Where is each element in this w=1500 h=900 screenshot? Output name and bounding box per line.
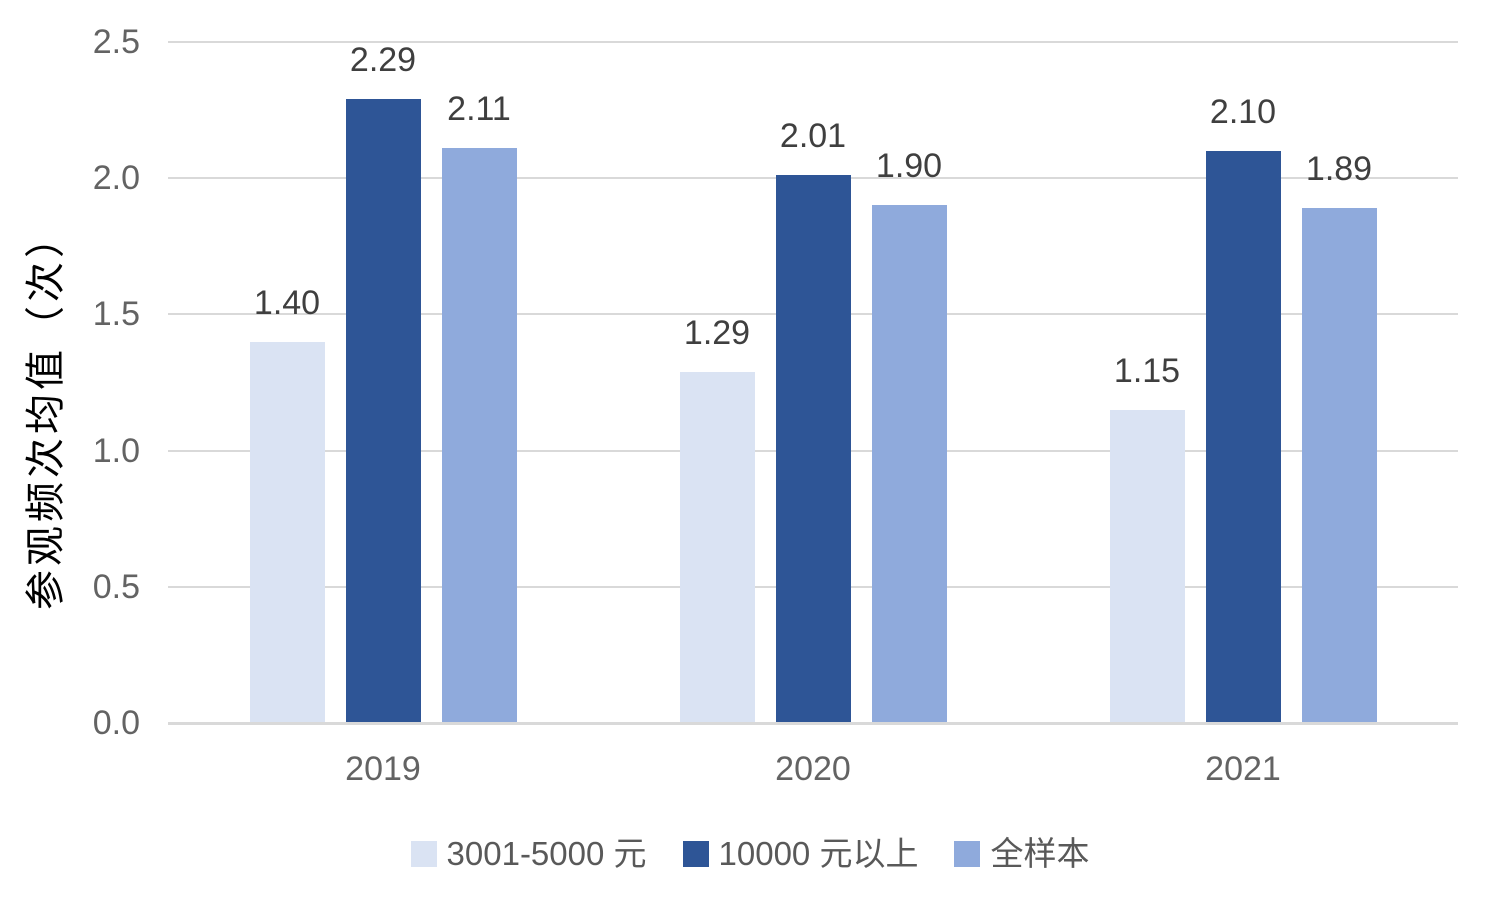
legend-item: 全样本 (954, 835, 1090, 872)
x-tick-label: 2020 (775, 750, 851, 788)
value-label: 2.10 (1209, 92, 1277, 131)
bar (775, 175, 851, 723)
bar (871, 205, 947, 723)
y-tick-label: 0.5 (92, 567, 140, 606)
y-tick-label: 1.5 (92, 295, 140, 334)
bar (1109, 409, 1185, 723)
legend-swatch-icon (682, 841, 709, 868)
y-axis-title: 参观频次均值（次） (24, 214, 68, 610)
bar (679, 371, 755, 723)
value-label: 1.40 (253, 283, 321, 322)
legend: 3001-5000 元 10000 元以上 全样本 (0, 835, 1500, 872)
bar (1301, 208, 1377, 723)
value-label: 1.29 (683, 313, 751, 352)
value-label: 2.29 (349, 41, 417, 80)
y-tick-label: 0.0 (92, 704, 140, 742)
legend-label: 3001-5000 元 (446, 835, 647, 872)
y-tick-label: 1.0 (92, 431, 140, 470)
x-tick-label: 2021 (1205, 750, 1281, 788)
legend-item: 10000 元以上 (682, 835, 919, 872)
gridline (168, 41, 1458, 43)
legend-label: 10000 元以上 (718, 835, 919, 872)
bar (249, 341, 325, 723)
bar (345, 99, 421, 723)
y-tick-label: 2.0 (92, 159, 140, 198)
legend-item: 3001-5000 元 (410, 835, 647, 872)
x-tick-label: 2019 (345, 750, 421, 788)
bar (1205, 150, 1281, 723)
value-label: 1.90 (875, 147, 943, 186)
plot-area: 1.40 2.29 2.11 1.29 2.01 1.90 1.15 2.10 1.89 (168, 41, 1458, 725)
bar (441, 148, 517, 723)
y-tick-label: 2.5 (92, 23, 140, 61)
value-label: 1.89 (1305, 150, 1373, 189)
legend-swatch-icon (954, 841, 981, 868)
legend-swatch-icon (410, 841, 437, 868)
legend-label: 全样本 (990, 835, 1090, 872)
x-axis-line (168, 721, 1458, 725)
value-label: 1.15 (1113, 351, 1181, 390)
value-label: 2.11 (447, 90, 511, 129)
value-label: 2.01 (779, 117, 847, 156)
